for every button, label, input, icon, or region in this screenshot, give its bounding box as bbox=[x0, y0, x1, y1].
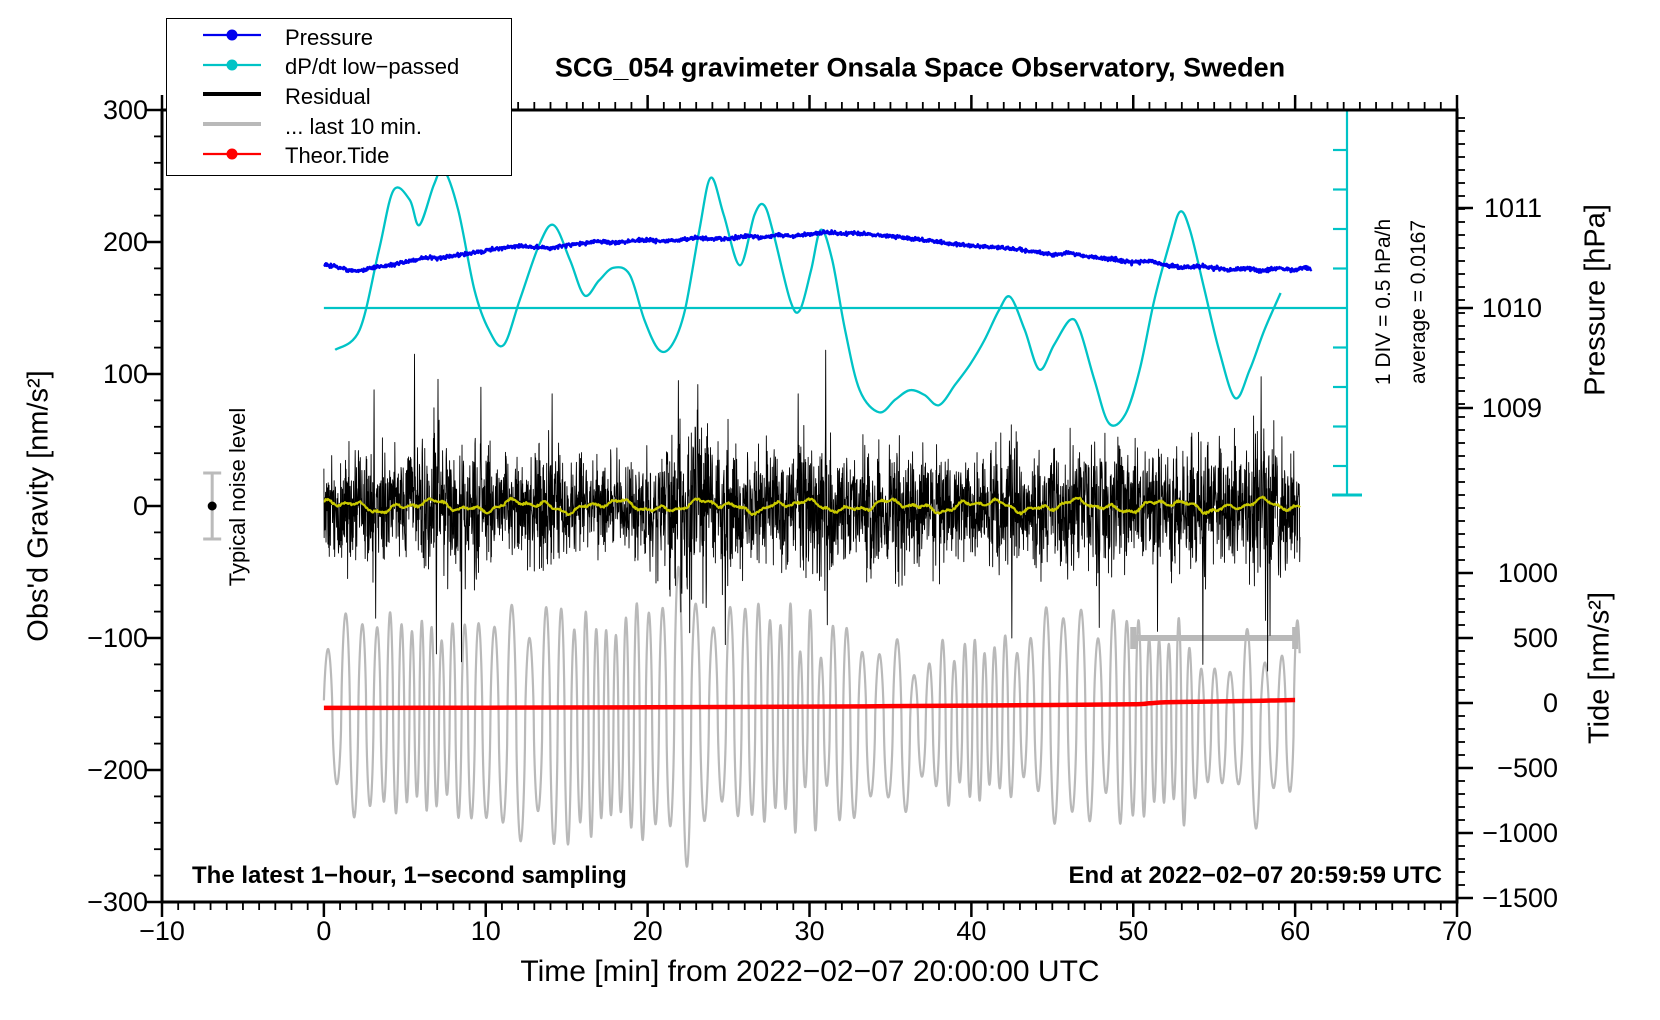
y-tick-label-tide: −500 bbox=[1497, 753, 1558, 783]
y-tick-label-tide: −1500 bbox=[1482, 883, 1558, 913]
legend-item-1: dP/dt low−passed bbox=[167, 53, 511, 82]
y-tick-label-tide: 500 bbox=[1512, 623, 1558, 653]
y-tick-label-gravity: 0 bbox=[132, 491, 148, 521]
legend-sample-line bbox=[203, 57, 261, 78]
x-tick-label: 20 bbox=[632, 916, 663, 946]
dpdt-average-note: average = 0.0167 bbox=[1407, 219, 1430, 385]
dpdt-div-scale-note: 1 DIV = 0.5 hPa/h bbox=[1372, 218, 1395, 386]
legend-label: Theor.Tide bbox=[285, 143, 390, 169]
noise-marker-dot bbox=[207, 501, 217, 511]
x-tick-label: 30 bbox=[794, 916, 825, 946]
legend-label: ... last 10 min. bbox=[285, 113, 422, 139]
legend-label: dP/dt low−passed bbox=[285, 54, 460, 80]
y-axis-label-tide: Tide [nm/s²] bbox=[1583, 591, 1616, 745]
y-tick-label-tide: −1000 bbox=[1482, 818, 1558, 848]
typical-noise-level-label: Typical noise level bbox=[225, 407, 250, 587]
series-dpdt bbox=[334, 167, 1282, 427]
legend-item-0: Pressure bbox=[167, 23, 511, 52]
y-tick-label-pressure: 1010 bbox=[1481, 293, 1542, 323]
series-residual bbox=[323, 349, 1301, 672]
x-tick-label: 50 bbox=[1118, 916, 1149, 946]
x-tick-label: 10 bbox=[470, 916, 501, 946]
y-tick-label-tide: 1000 bbox=[1497, 558, 1558, 588]
legend-label: Pressure bbox=[285, 24, 374, 50]
x-tick-label: 60 bbox=[1280, 916, 1311, 946]
y-tick-label-gravity: −300 bbox=[87, 887, 148, 917]
y-axis-label-pressure: Pressure [hPa] bbox=[1579, 204, 1612, 396]
legend-label: Residual bbox=[285, 83, 371, 109]
legend-sample-line bbox=[203, 146, 261, 167]
x-tick-label: 0 bbox=[316, 916, 332, 946]
y-tick-label-gravity: −200 bbox=[87, 755, 148, 785]
legend-item-3: ... last 10 min. bbox=[167, 112, 511, 141]
legend-sample-line bbox=[203, 27, 261, 48]
chart-title: SCG_054 gravimeter Onsala Space Observat… bbox=[554, 52, 1286, 83]
x-tick-label: 70 bbox=[1441, 916, 1473, 946]
series-theor-tide bbox=[323, 697, 1296, 711]
x-tick-label: −10 bbox=[139, 916, 185, 946]
y-tick-label-pressure: 1011 bbox=[1483, 193, 1542, 223]
legend-item-2: Residual bbox=[167, 82, 511, 111]
sampling-note: The latest 1−hour, 1−second sampling bbox=[192, 862, 627, 889]
y-tick-label-tide: 0 bbox=[1542, 688, 1558, 718]
y-tick-label-gravity: 100 bbox=[102, 359, 148, 389]
series-pressure bbox=[323, 229, 1313, 274]
legend-sample-line bbox=[203, 116, 261, 137]
legend-item-4: Theor.Tide bbox=[167, 142, 511, 171]
x-tick-label: 40 bbox=[956, 916, 987, 946]
y-tick-label-gravity: 200 bbox=[102, 227, 148, 257]
end-time-note: End at 2022−02−07 20:59:59 UTC bbox=[1068, 862, 1442, 889]
legend-sample-line bbox=[203, 86, 261, 107]
y-tick-label-gravity: 300 bbox=[102, 95, 148, 125]
series-last10min bbox=[322, 565, 1301, 868]
y-tick-label-gravity: −100 bbox=[87, 623, 148, 653]
y-tick-label-pressure: 1009 bbox=[1481, 393, 1542, 423]
legend-box: Pressure dP/dt low−passed Residual ... last… bbox=[166, 18, 512, 176]
x-axis-label-time: Time [min] from 2022−02−07 20:00:00 UTC bbox=[520, 955, 1100, 988]
series-residual-lowpass bbox=[323, 495, 1301, 517]
